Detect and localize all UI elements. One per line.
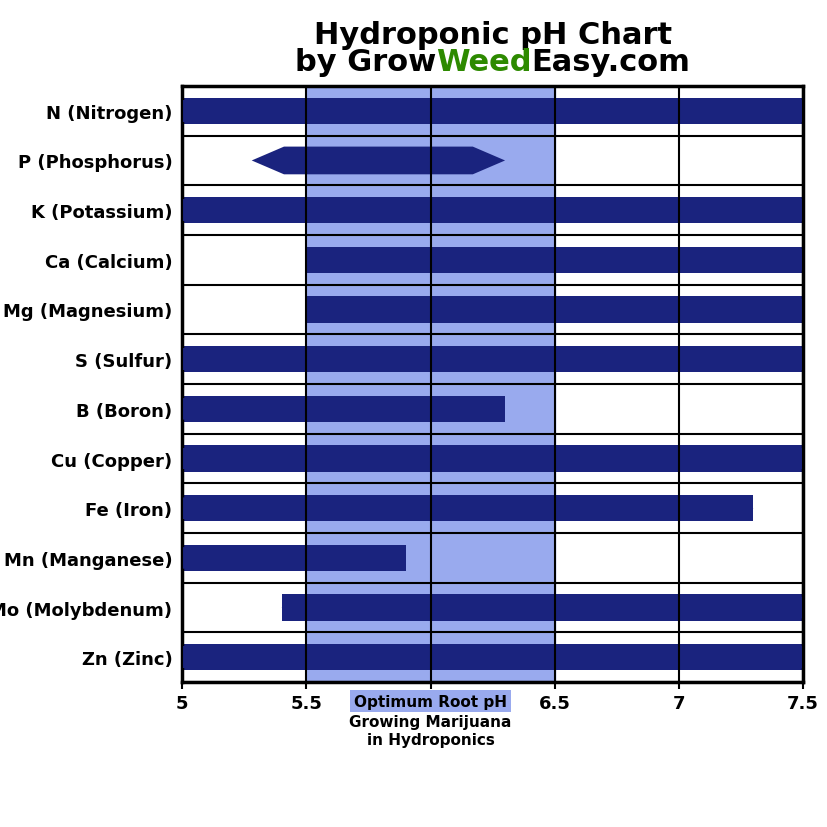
Polygon shape (182, 399, 504, 420)
Polygon shape (430, 250, 802, 271)
Text: Growing Marijuana
in Hydroponics: Growing Marijuana in Hydroponics (349, 715, 511, 747)
Polygon shape (182, 495, 753, 522)
Polygon shape (182, 446, 802, 472)
Polygon shape (281, 597, 802, 619)
Text: Easy.com: Easy.com (531, 48, 690, 77)
Text: by Grow: by Grow (294, 48, 436, 77)
Polygon shape (182, 200, 802, 222)
Polygon shape (182, 647, 802, 668)
Polygon shape (182, 198, 802, 224)
Polygon shape (251, 147, 504, 175)
Polygon shape (182, 396, 504, 423)
Polygon shape (182, 547, 405, 569)
Polygon shape (380, 299, 802, 321)
Polygon shape (182, 347, 802, 373)
Polygon shape (182, 498, 753, 519)
Polygon shape (182, 101, 802, 122)
Text: Hydroponic pH Chart: Hydroponic pH Chart (313, 21, 671, 50)
Polygon shape (281, 595, 802, 621)
Text: Optimum Root pH: Optimum Root pH (354, 694, 506, 709)
Polygon shape (182, 448, 802, 470)
Text: Weed: Weed (436, 48, 531, 77)
Polygon shape (182, 644, 802, 671)
Polygon shape (182, 545, 405, 571)
Bar (306, 87, 554, 682)
Polygon shape (182, 98, 802, 125)
Polygon shape (306, 297, 802, 323)
Polygon shape (182, 349, 802, 370)
Polygon shape (306, 247, 802, 274)
